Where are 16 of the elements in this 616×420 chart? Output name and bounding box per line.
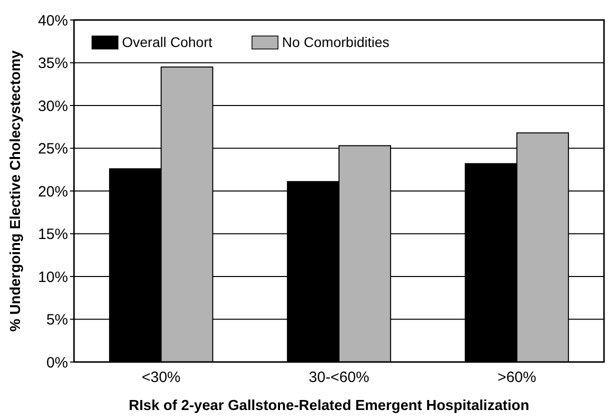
y-tick-label: 35%: [38, 55, 68, 72]
x-tick-label: 30-<60%: [308, 369, 370, 386]
legend-label: No Comorbidities: [282, 34, 390, 50]
x-tick-label: >60%: [497, 369, 536, 386]
x-tick-label: <30%: [142, 369, 181, 386]
legend-label: Overall Cohort: [122, 34, 212, 50]
y-tick-label: 40%: [38, 12, 68, 30]
y-axis-title: % Undergoing Elective Cholecystectomy: [8, 50, 24, 332]
y-tick-label: 30%: [38, 98, 68, 115]
y-tick-label: 5%: [46, 312, 68, 328]
y-tick-label: 15%: [38, 226, 68, 243]
y-tick-label: 20%: [38, 183, 68, 200]
y-tick-label: 0%: [46, 354, 68, 372]
y-tick-label: 25%: [38, 140, 68, 158]
x-axis-title: RIsk of 2-year Gallstone-Related Emergent Hospitalization: [128, 398, 530, 414]
y-tick-label: 10%: [38, 268, 68, 286]
